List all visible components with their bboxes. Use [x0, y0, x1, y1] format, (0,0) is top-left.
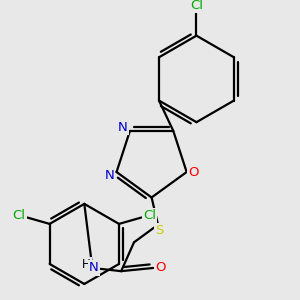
Text: O: O: [155, 262, 166, 275]
Text: O: O: [188, 166, 199, 178]
Text: Cl: Cl: [143, 209, 156, 222]
Text: Cl: Cl: [190, 0, 203, 12]
Text: H: H: [82, 258, 91, 271]
Text: N: N: [118, 121, 128, 134]
Text: Cl: Cl: [13, 209, 26, 222]
Text: S: S: [155, 224, 164, 237]
Text: N: N: [89, 262, 99, 275]
Text: N: N: [105, 169, 114, 182]
